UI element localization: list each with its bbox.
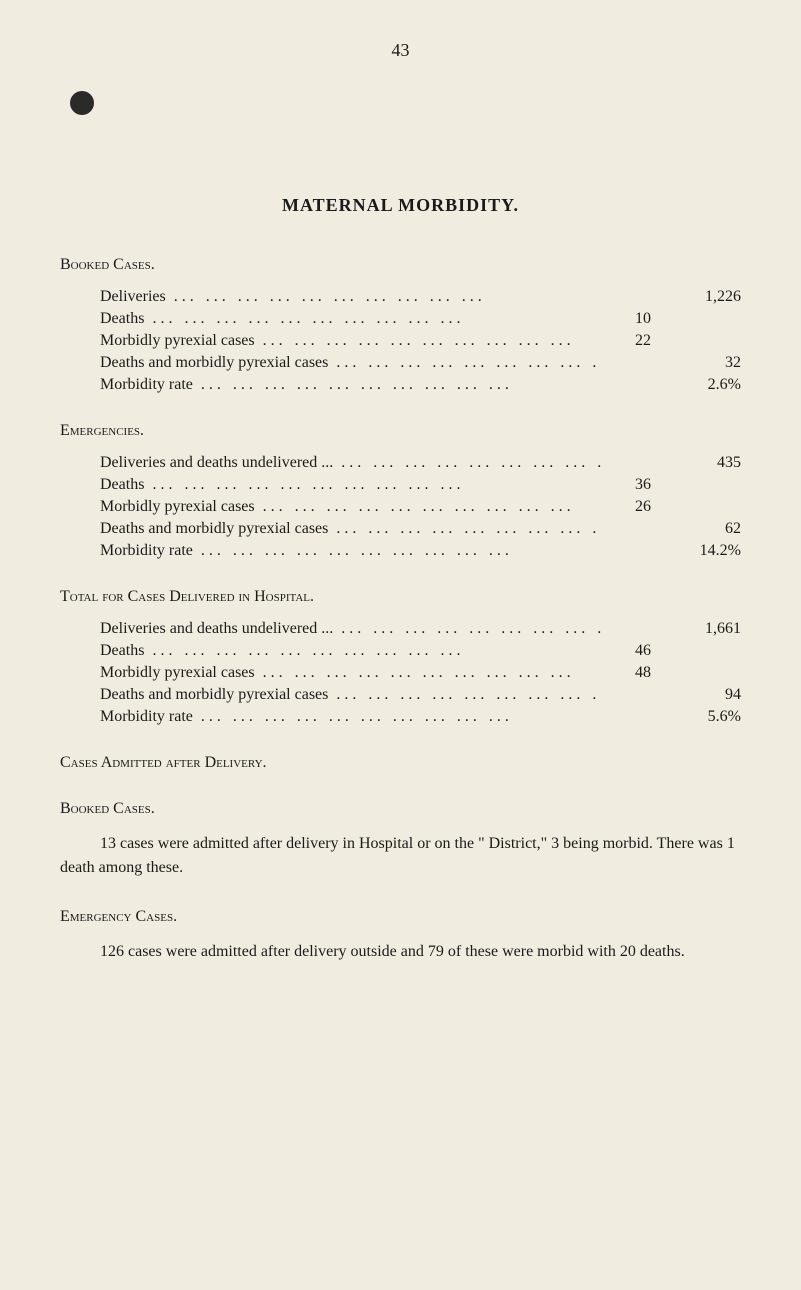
data-row: Deliveries... ... ... ... ... ... ... ..… <box>60 288 741 306</box>
row-label: Morbidity rate <box>100 376 193 394</box>
row-label: Morbidity rate <box>100 542 193 560</box>
row-col2: 435 <box>651 454 741 472</box>
row-label: Deaths <box>100 310 144 328</box>
row-dots: ... ... ... ... ... ... ... ... ... ... <box>193 376 601 394</box>
data-row: Deaths... ... ... ... ... ... ... ... ..… <box>60 310 741 328</box>
data-row: Deaths... ... ... ... ... ... ... ... ..… <box>60 642 741 660</box>
bullet-icon <box>70 91 94 115</box>
row-label: Morbidity rate <box>100 708 193 726</box>
section-header-total: Total for Cases Delivered in Hospital. <box>60 588 741 606</box>
row-col1: 36 <box>601 476 651 494</box>
row-dots: ... ... ... ... ... ... ... ... ... ... <box>328 520 601 538</box>
row-label: Deliveries <box>100 288 166 306</box>
row-dots: ... ... ... ... ... ... ... ... ... ... <box>144 642 601 660</box>
row-dots: ... ... ... ... ... ... ... ... ... ... <box>255 498 601 516</box>
row-col1: 26 <box>601 498 651 516</box>
row-label: Deliveries and deaths undelivered ... <box>100 620 333 638</box>
row-col2 <box>651 476 741 494</box>
row-col1 <box>601 708 651 726</box>
row-col2: 1,226 <box>651 288 741 306</box>
paragraph-booked: 13 cases were admitted after delivery in… <box>60 832 741 880</box>
row-dots: ... ... ... ... ... ... ... ... ... ... <box>166 288 601 306</box>
row-col2: 14.2% <box>651 542 741 560</box>
data-row: Morbidly pyrexial cases... ... ... ... .… <box>60 498 741 516</box>
row-label: Deaths and morbidly pyrexial cases <box>100 520 328 538</box>
row-col1: 46 <box>601 642 651 660</box>
row-col2 <box>651 332 741 350</box>
row-label: Morbidly pyrexial cases <box>100 664 255 682</box>
row-col2: 2.6% <box>651 376 741 394</box>
row-label: Deaths <box>100 476 144 494</box>
row-col1 <box>601 354 651 372</box>
row-dots: ... ... ... ... ... ... ... ... ... ... <box>328 686 601 704</box>
data-row: Morbidity rate... ... ... ... ... ... ..… <box>60 376 741 394</box>
data-row: Morbidity rate... ... ... ... ... ... ..… <box>60 542 741 560</box>
data-row: Deaths and morbidly pyrexial cases... ..… <box>60 686 741 704</box>
section-header-admitted-after: Cases Admitted after Delivery. <box>60 754 741 772</box>
data-row: Morbidity rate... ... ... ... ... ... ..… <box>60 708 741 726</box>
row-dots: ... ... ... ... ... ... ... ... ... ... <box>193 708 601 726</box>
data-row: Morbidly pyrexial cases... ... ... ... .… <box>60 332 741 350</box>
page-number: 43 <box>60 40 741 61</box>
row-col1 <box>601 520 651 538</box>
row-label: Deliveries and deaths undelivered ... <box>100 454 333 472</box>
row-col1: 48 <box>601 664 651 682</box>
section-header-emergencies: Emergencies. <box>60 422 741 440</box>
row-dots: ... ... ... ... ... ... ... ... ... ... <box>328 354 601 372</box>
row-col1 <box>601 454 651 472</box>
row-dots: ... ... ... ... ... ... ... ... ... ... <box>333 620 601 638</box>
data-row: Deliveries and deaths undelivered ......… <box>60 620 741 638</box>
row-col2: 1,661 <box>651 620 741 638</box>
row-col2 <box>651 642 741 660</box>
row-label: Deaths and morbidly pyrexial cases <box>100 354 328 372</box>
row-col1: 10 <box>601 310 651 328</box>
row-dots: ... ... ... ... ... ... ... ... ... ... <box>333 454 601 472</box>
row-col1 <box>601 686 651 704</box>
row-dots: ... ... ... ... ... ... ... ... ... ... <box>144 310 601 328</box>
row-col1: 22 <box>601 332 651 350</box>
row-label: Morbidly pyrexial cases <box>100 498 255 516</box>
row-col1 <box>601 288 651 306</box>
section-header-booked: Booked Cases. <box>60 256 741 274</box>
data-row: Deaths... ... ... ... ... ... ... ... ..… <box>60 476 741 494</box>
row-dots: ... ... ... ... ... ... ... ... ... ... <box>144 476 601 494</box>
row-dots: ... ... ... ... ... ... ... ... ... ... <box>255 332 601 350</box>
row-col2: 62 <box>651 520 741 538</box>
row-col2 <box>651 498 741 516</box>
section-header-booked-para: Booked Cases. <box>60 800 741 818</box>
data-row: Morbidly pyrexial cases... ... ... ... .… <box>60 664 741 682</box>
row-label: Deaths <box>100 642 144 660</box>
data-row: Deaths and morbidly pyrexial cases... ..… <box>60 354 741 372</box>
row-col1 <box>601 376 651 394</box>
row-dots: ... ... ... ... ... ... ... ... ... ... <box>193 542 601 560</box>
row-dots: ... ... ... ... ... ... ... ... ... ... <box>255 664 601 682</box>
row-col1 <box>601 542 651 560</box>
paragraph-emergency: 126 cases were admitted after delivery o… <box>60 940 741 964</box>
row-col2: 32 <box>651 354 741 372</box>
row-col1 <box>601 620 651 638</box>
row-label: Morbidly pyrexial cases <box>100 332 255 350</box>
row-col2 <box>651 310 741 328</box>
row-col2 <box>651 664 741 682</box>
row-col2: 94 <box>651 686 741 704</box>
main-title: MATERNAL MORBIDITY. <box>60 195 741 216</box>
row-col2: 5.6% <box>651 708 741 726</box>
data-row: Deliveries and deaths undelivered ......… <box>60 454 741 472</box>
row-label: Deaths and morbidly pyrexial cases <box>100 686 328 704</box>
section-header-emergency-para: Emergency Cases. <box>60 908 741 926</box>
data-row: Deaths and morbidly pyrexial cases... ..… <box>60 520 741 538</box>
